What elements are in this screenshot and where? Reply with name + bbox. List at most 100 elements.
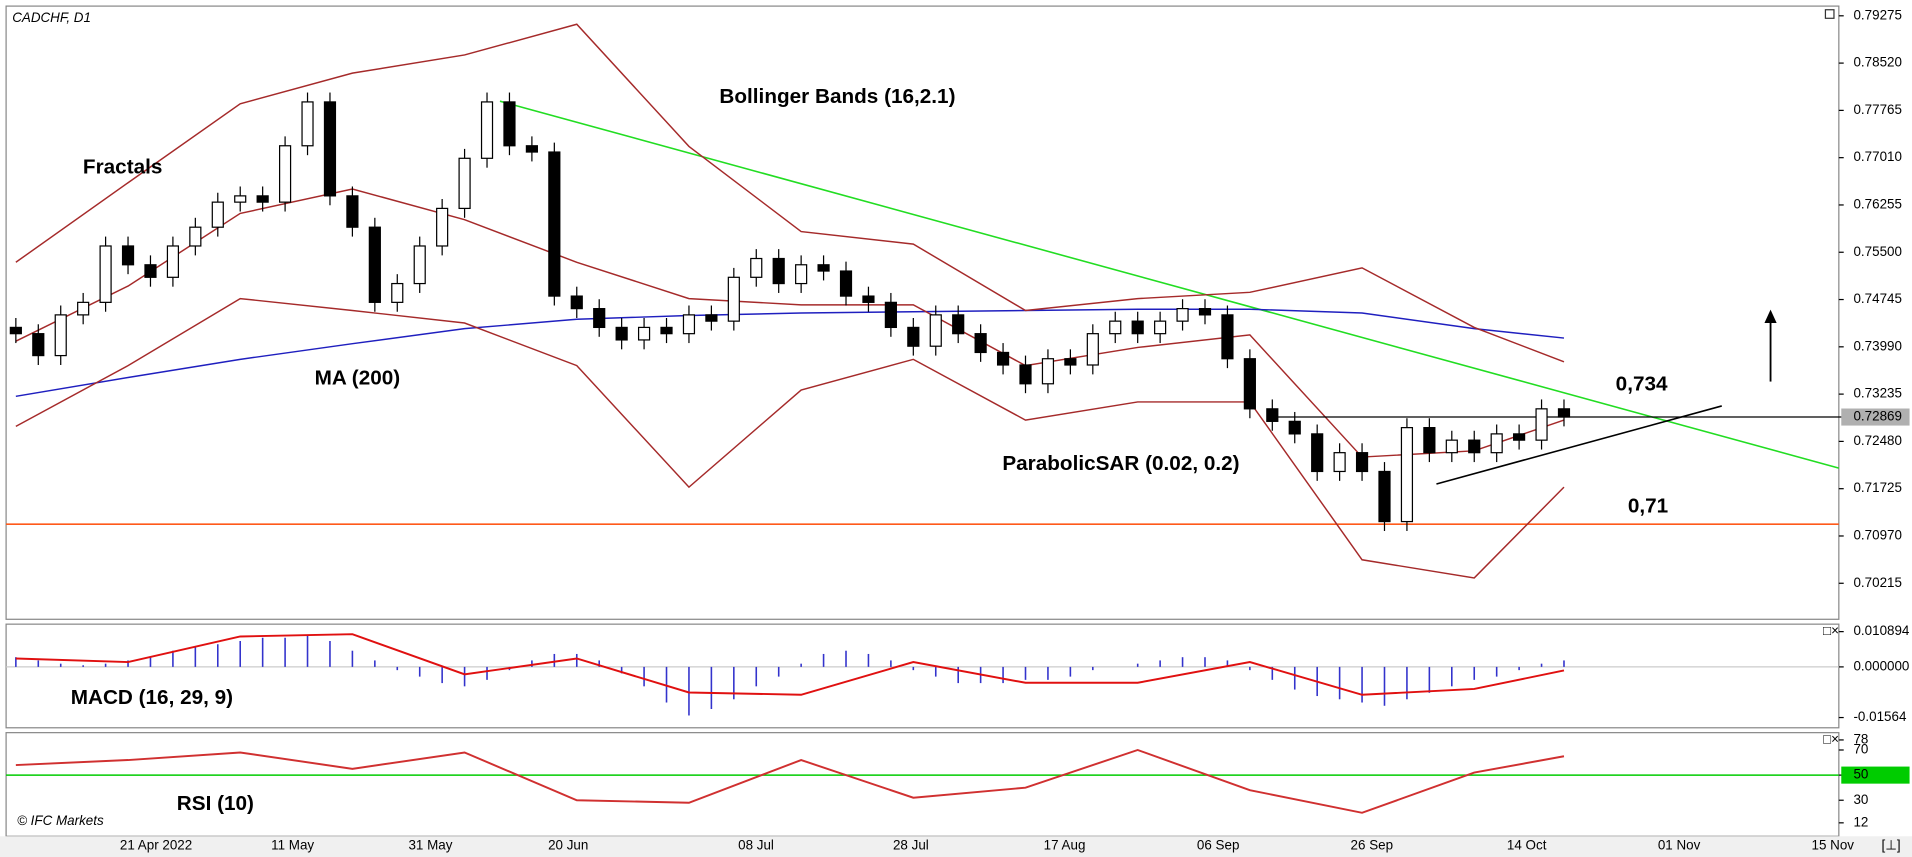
candle-body	[637, 326, 651, 341]
candle-body	[9, 326, 22, 335]
indicator-line	[15, 633, 1565, 696]
candle-body	[974, 333, 987, 354]
candle-body	[166, 245, 180, 278]
x-tick-label: 26 Sep	[1351, 838, 1394, 853]
candle-body	[1019, 364, 1032, 385]
candle-body	[278, 145, 292, 203]
candle-body	[234, 195, 247, 203]
candle-body	[929, 314, 942, 347]
copyright: © IFC Markets	[17, 813, 104, 828]
panel-icon[interactable]: □×	[1823, 732, 1839, 747]
y-tick-label: 0.78520	[1853, 55, 1901, 70]
candle-body	[1378, 470, 1391, 523]
candle-body	[1266, 408, 1279, 422]
arrow-head	[1764, 309, 1777, 324]
y-tick-label: 30	[1853, 792, 1868, 807]
x-tick-label: 31 May	[408, 838, 452, 853]
candle-body	[772, 257, 785, 285]
x-tick-label: 01 Nov	[1658, 838, 1701, 853]
trend-line	[499, 100, 1840, 469]
candle-body	[1445, 439, 1458, 454]
x-tick-label: 15 Nov	[1811, 838, 1854, 853]
y-tick-label: 12	[1853, 814, 1868, 829]
indicator-line	[15, 297, 1565, 579]
x-tick-label: 17 Aug	[1044, 838, 1086, 853]
candle-body	[750, 257, 763, 278]
annotation: 0,71	[1628, 495, 1668, 518]
candle-body	[1490, 433, 1503, 454]
trend-line	[1436, 405, 1722, 485]
y-tick-label: 0.70970	[1853, 528, 1901, 543]
panel-icon[interactable]	[1824, 9, 1835, 19]
candle-body	[615, 326, 628, 341]
candle-body	[996, 351, 1010, 366]
candle-body	[1513, 433, 1526, 441]
x-tick-label: 06 Sep	[1197, 838, 1240, 853]
main-panel	[5, 5, 1840, 620]
y-tick-label: 0.77010	[1853, 149, 1901, 164]
candle-body	[121, 245, 135, 266]
candle-body	[323, 101, 337, 197]
candle-body	[368, 226, 381, 303]
candle-body	[660, 326, 673, 335]
macd-panel	[5, 623, 1840, 729]
candle-body	[301, 101, 314, 147]
candle-body	[1041, 358, 1055, 385]
level-label-bg	[1841, 766, 1910, 784]
x-tick-label: 11 May	[271, 838, 314, 853]
y-tick-label: 0.73990	[1853, 338, 1901, 353]
y-tick-label: -0.01564	[1853, 709, 1906, 724]
y-tick-label: 0.000000	[1853, 658, 1909, 673]
candle-body	[593, 308, 606, 329]
candle-body	[1131, 320, 1144, 335]
candle-body	[1176, 308, 1189, 322]
candle-body	[884, 301, 897, 329]
candle-body	[1086, 333, 1099, 366]
candle-body	[727, 276, 740, 322]
y-tick-label: 0.75500	[1853, 244, 1901, 259]
candle-body	[99, 245, 112, 303]
candle-body	[1333, 452, 1346, 473]
candle-body	[1288, 420, 1301, 435]
candle-body	[256, 195, 269, 203]
y-tick-label: 0.74745	[1853, 291, 1901, 306]
candle-body	[705, 314, 718, 322]
indicator-line	[15, 308, 1565, 398]
y-tick-label: 0.77765	[1853, 102, 1901, 117]
candle-body	[1064, 358, 1077, 366]
candle-body	[862, 295, 875, 303]
candle-body	[346, 195, 359, 228]
candle-body	[570, 295, 583, 310]
panel-icon[interactable]: □×	[1823, 623, 1839, 638]
candle-body	[436, 207, 449, 247]
candle-body	[458, 157, 471, 210]
candle-body	[189, 226, 202, 247]
candle-body	[1535, 408, 1548, 441]
y-tick-label: 0.72480	[1853, 433, 1901, 448]
candle-body	[795, 264, 808, 285]
y-tick-label: 0.70215	[1853, 575, 1901, 590]
y-tick-label: 70	[1853, 742, 1868, 757]
indicator-line	[15, 748, 1565, 814]
last-price-bg	[1841, 408, 1910, 426]
y-tick-label: 50	[1853, 767, 1868, 782]
candle-body	[1400, 427, 1414, 523]
y-tick-label: 78	[1853, 731, 1868, 746]
candle-body	[817, 264, 830, 272]
indicator-line	[15, 188, 1565, 458]
candle-body	[1198, 308, 1212, 316]
candle-body	[1355, 452, 1369, 473]
candle-body	[525, 145, 538, 153]
chart-title: CADCHF, D1	[12, 10, 91, 25]
candle-body	[211, 201, 224, 228]
y-tick-label: 0.79275	[1853, 7, 1901, 22]
axis-icon[interactable]: [⊥]	[1882, 838, 1901, 853]
candle-body	[682, 314, 696, 335]
y-tick-label: 0.71725	[1853, 480, 1901, 495]
annotation: ParabolicSAR (0.02, 0.2)	[1002, 452, 1239, 475]
candle-body	[32, 333, 45, 357]
candle-body	[413, 245, 426, 285]
x-tick-label: 20 Jun	[548, 838, 588, 853]
